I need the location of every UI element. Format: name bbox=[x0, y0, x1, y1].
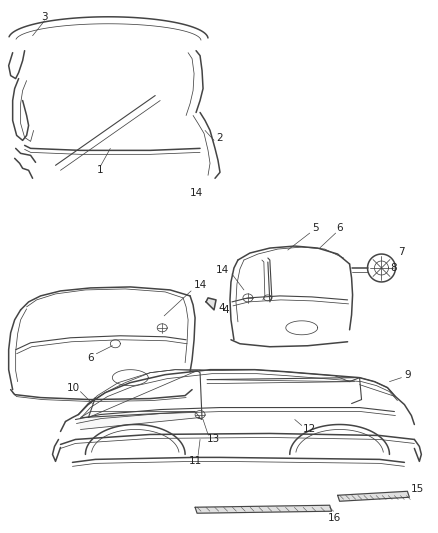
Text: 14: 14 bbox=[190, 188, 203, 198]
Text: 14: 14 bbox=[215, 265, 229, 275]
Polygon shape bbox=[195, 505, 332, 513]
Text: 6: 6 bbox=[336, 223, 343, 233]
Polygon shape bbox=[206, 298, 216, 310]
Text: 9: 9 bbox=[404, 370, 411, 379]
Text: 4: 4 bbox=[219, 303, 225, 313]
Text: 11: 11 bbox=[188, 456, 202, 466]
Polygon shape bbox=[338, 491, 410, 501]
Text: 10: 10 bbox=[67, 383, 80, 393]
Text: 13: 13 bbox=[206, 434, 219, 445]
Text: 14: 14 bbox=[194, 280, 207, 290]
Text: 7: 7 bbox=[398, 247, 405, 257]
Text: 3: 3 bbox=[41, 12, 48, 22]
Text: 5: 5 bbox=[312, 223, 319, 233]
Text: 4: 4 bbox=[223, 305, 229, 315]
Polygon shape bbox=[81, 411, 200, 430]
Text: 6: 6 bbox=[87, 353, 94, 363]
Text: 8: 8 bbox=[390, 263, 397, 273]
Text: 12: 12 bbox=[303, 424, 316, 434]
Text: 16: 16 bbox=[328, 513, 341, 523]
Text: 2: 2 bbox=[217, 133, 223, 143]
Text: 1: 1 bbox=[97, 165, 104, 175]
Text: 15: 15 bbox=[411, 484, 424, 494]
